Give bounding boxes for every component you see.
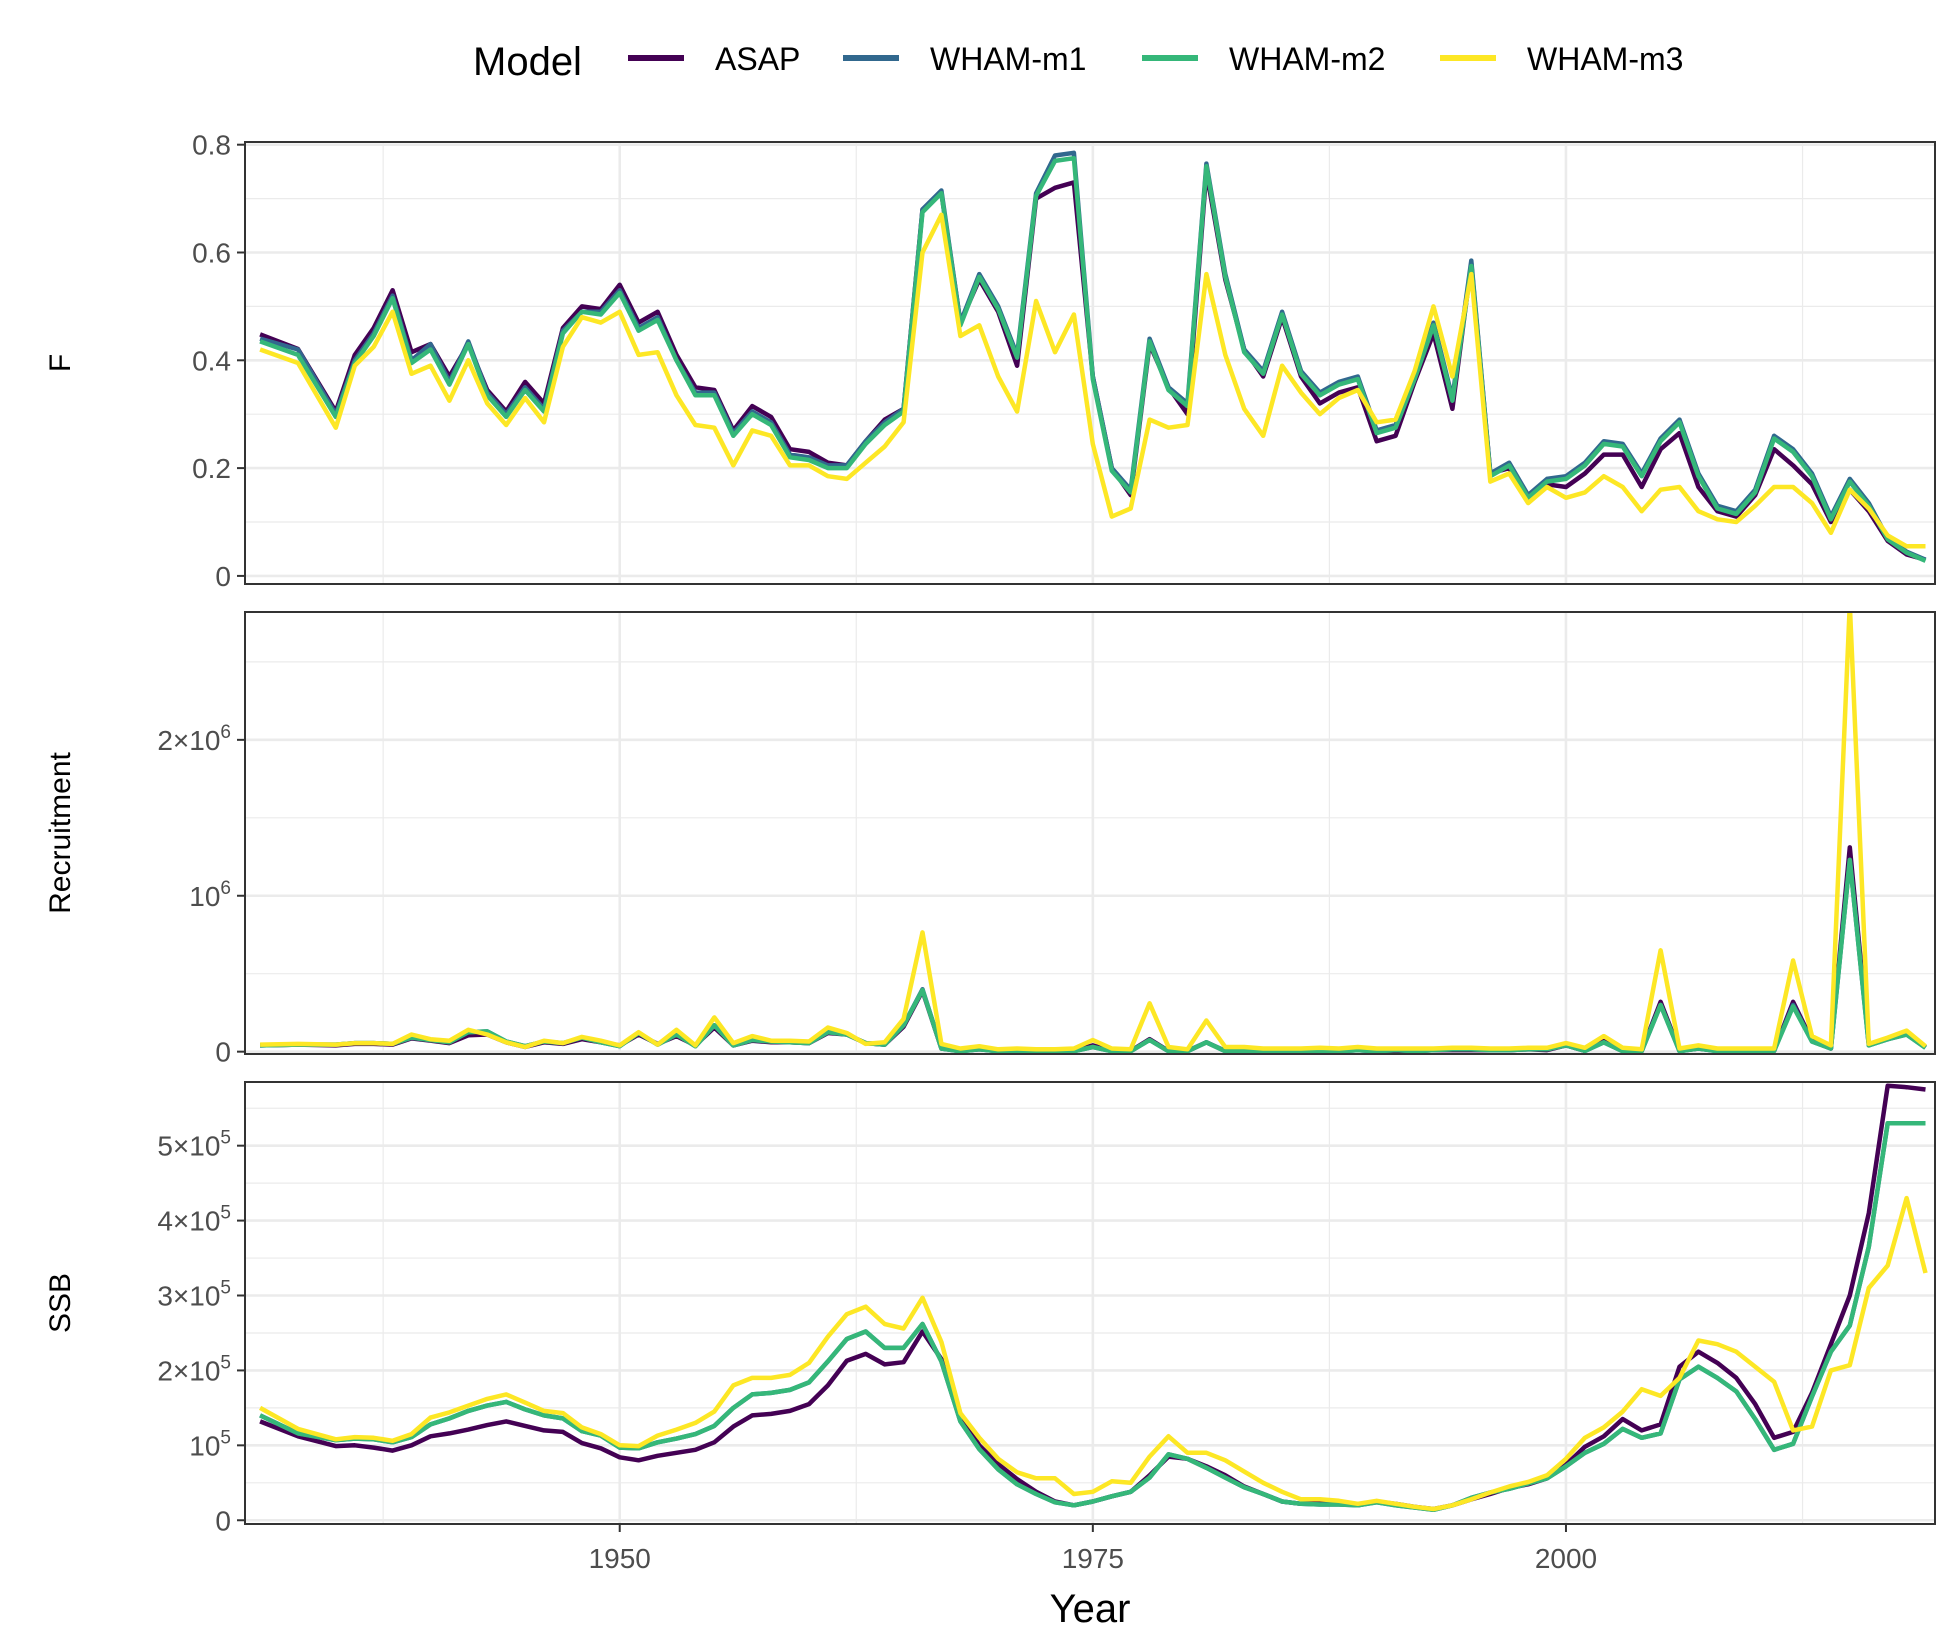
legend-item-wham-m3: WHAM-m3: [1440, 41, 1683, 77]
x-axis-title: Year: [1050, 1587, 1131, 1631]
panel-ssb: 0 105 2×105 3×105 4×105 5×105 SSB: [44, 1081, 1936, 1536]
y-tick-label: 106: [189, 878, 231, 912]
y-tick-label: 0.4: [192, 345, 231, 376]
y-tick-label: 0: [215, 1037, 231, 1068]
panel-background: [245, 1082, 1935, 1524]
series-lines: [260, 612, 1927, 1054]
panel-border: [244, 611, 1936, 1055]
x-tick-label: 1950: [589, 1543, 651, 1574]
y-tick-label: 3×105: [157, 1278, 231, 1312]
series-line-wham-m3: [259, 1195, 1928, 1512]
x-tick-label: 1975: [1062, 1543, 1124, 1574]
y-tick-label: 5×105: [157, 1128, 231, 1162]
y-tick-label: 4×105: [157, 1203, 231, 1237]
panel-f: 0 0.2 0.4 0.6 0.8 F: [44, 130, 1936, 592]
y-tick-label: 2×105: [157, 1352, 231, 1386]
y-tick-label: 0: [215, 1505, 231, 1536]
panel-background: [245, 612, 1935, 1054]
series-line-wham-m3: [260, 612, 1927, 1052]
legend-item-asap: ASAP: [628, 41, 800, 77]
x-axis: 1950 1975 2000: [589, 1524, 1597, 1574]
x-tick-label: 2000: [1535, 1543, 1597, 1574]
y-tick-label: 2×106: [157, 722, 231, 756]
y-tick-label: 0.6: [192, 238, 231, 269]
y-axis-title-f: F: [44, 354, 77, 372]
y-axis-title-ssb: SSB: [44, 1273, 77, 1333]
panel-border: [244, 1081, 1936, 1525]
panel-recruitment: 0 106 2×106 Recruitment: [44, 611, 1936, 1068]
y-tick-label: 105: [189, 1427, 231, 1461]
legend-label-wham-m2: WHAM-m2: [1229, 41, 1385, 77]
legend-item-wham-m1: WHAM-m1: [843, 41, 1086, 77]
legend-label-wham-m3: WHAM-m3: [1527, 41, 1683, 77]
series-lines: [259, 150, 1927, 563]
legend-label-asap: ASAP: [715, 41, 800, 77]
series-line-wham-m2: [259, 1120, 1926, 1513]
series-lines: [259, 1083, 1928, 1513]
legend-item-wham-m2: WHAM-m2: [1142, 41, 1385, 77]
y-axis-title-recruitment: Recruitment: [44, 751, 77, 913]
series-line-wham-m2: [259, 155, 1927, 563]
panels: 0 0.2 0.4 0.6 0.8 F 0 106 2×106 Recruitment 0 105 2×…: [44, 130, 1936, 1536]
legend: Model ASAP WHAM-m1 WHAM-m2 WHAM-m3: [473, 40, 1683, 84]
series-line-wham-m3: [259, 212, 1926, 549]
legend-label-wham-m1: WHAM-m1: [930, 41, 1086, 77]
y-tick-label: 0: [215, 561, 231, 592]
legend-title: Model: [473, 40, 582, 84]
panel-border: [244, 141, 1936, 585]
y-tick-label: 0.2: [192, 453, 231, 484]
y-tick-label: 0.8: [192, 130, 231, 161]
